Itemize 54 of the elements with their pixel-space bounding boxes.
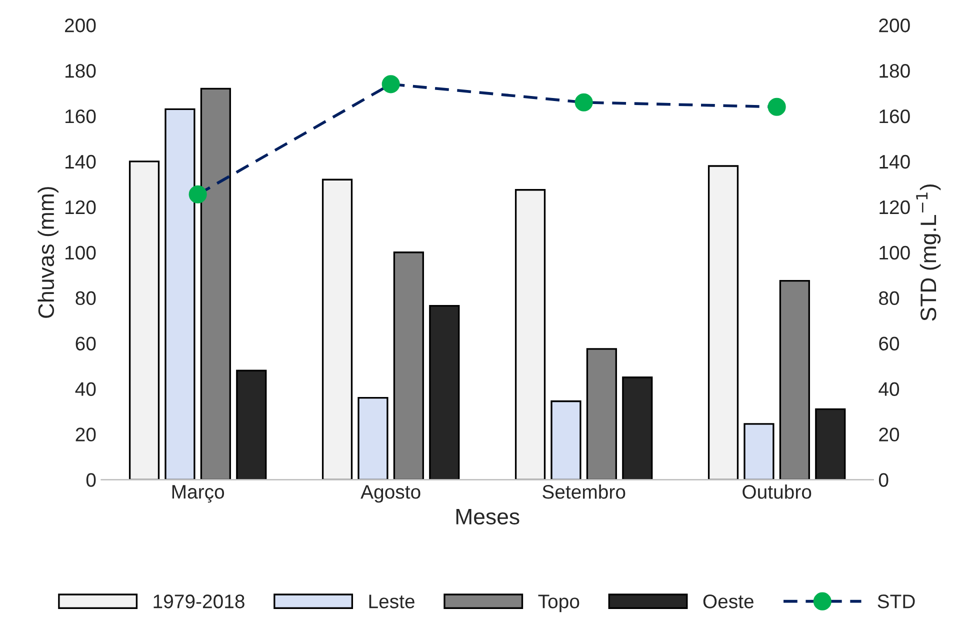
x-tick-label: Outubro	[742, 484, 812, 499]
point	[768, 98, 786, 116]
y-tick-label: 200	[65, 18, 96, 32]
bar	[622, 376, 653, 480]
bar	[550, 400, 582, 480]
y-tick-label: 80	[76, 291, 96, 306]
y2-tick-label: 20	[879, 428, 900, 442]
y2-tick-label: 40	[878, 382, 900, 396]
x-tick-label: Março	[172, 485, 224, 503]
point	[574, 93, 593, 112]
y2-tick-label: 180	[880, 64, 910, 78]
bar	[744, 423, 774, 480]
x-tick-label: Agosto	[360, 485, 420, 503]
bar	[358, 396, 388, 480]
y2-tick-label: 200	[879, 18, 910, 32]
y-tick-label: 0	[86, 473, 96, 487]
bar	[128, 160, 160, 480]
bar	[429, 304, 460, 480]
point	[188, 185, 207, 204]
legend-label: 1979-2018	[154, 594, 244, 608]
bar	[322, 178, 353, 480]
y-tick-label: 40	[75, 382, 96, 396]
bar	[779, 280, 810, 480]
bar	[514, 189, 546, 480]
legend-label: Topo	[538, 594, 580, 612]
y2-tick-label: 140	[880, 154, 910, 169]
y-tick-label: 100	[66, 246, 96, 260]
legend-label: STD	[878, 594, 915, 608]
y2-tick-label: 120	[880, 200, 910, 214]
y2-tick-label: 0	[878, 473, 888, 487]
bar	[393, 252, 424, 480]
y-tick-label: 60	[76, 336, 96, 351]
x-tick-label: Setembro	[542, 484, 626, 499]
y2-tick-label: 100	[880, 246, 910, 260]
y-axis-title: Chuvas (mm)	[38, 187, 58, 318]
y2-tick-label: 160	[880, 109, 910, 124]
y-tick-label: 160	[66, 109, 96, 124]
bar	[586, 348, 617, 480]
y-tick-label: 140	[66, 154, 96, 169]
y-tick-label: 180	[66, 64, 96, 78]
x-axis-title: Meses	[456, 509, 520, 525]
y2-tick-label: 80	[879, 291, 900, 306]
bar	[164, 108, 196, 480]
y2-axis-title: STD (mg.L$^{−1}$)	[916, 184, 941, 321]
bar	[200, 88, 231, 480]
bar	[236, 370, 267, 480]
bar	[815, 408, 846, 480]
y-tick-label: 120	[66, 200, 96, 214]
legend-label: Oeste	[703, 594, 754, 608]
y2-tick-label: 60	[879, 336, 900, 351]
bar	[708, 165, 739, 480]
y-tick-label: 20	[76, 428, 96, 442]
point	[382, 75, 400, 94]
legend-label: Leste	[369, 594, 414, 608]
